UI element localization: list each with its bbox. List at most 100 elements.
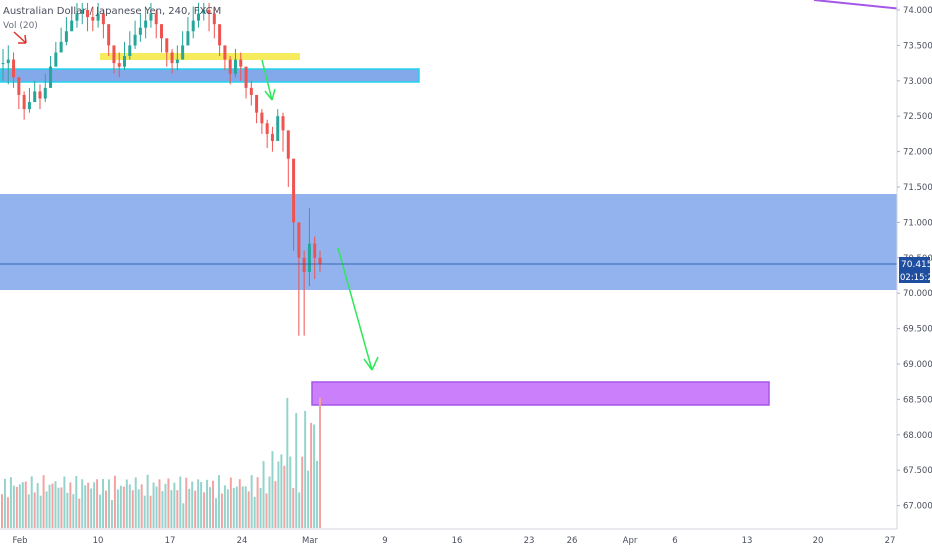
volume-bar [45,491,48,528]
price-tick-label: 73.500 [903,41,932,51]
volume-bar [209,487,212,528]
candle-body [1,63,5,65]
time-tick-label: 13 [742,536,753,546]
volume-bar [116,489,119,528]
volume-bar [72,494,75,528]
volume-bar [33,492,36,528]
volume-bar [197,479,200,528]
candle-body [281,116,285,131]
price-tick-label: 67.000 [903,502,932,512]
volume-bar [235,486,238,528]
green-arrow-large[interactable] [337,247,379,371]
countdown-badge-bg [899,270,930,283]
volume-bar [265,493,268,528]
volume-bar [6,497,9,528]
volume-bar [271,451,274,528]
volume-bar [66,492,69,528]
candle-body [255,94,259,113]
volume-bar [51,483,54,528]
candle-body [265,123,269,134]
candle-body [175,59,179,64]
volume-bar [42,475,45,528]
volume-bar [102,478,105,528]
candle-body [112,45,116,64]
volume-study-label: Vol (20) [3,21,38,31]
volume-bar [105,490,107,528]
candle-body [170,52,174,64]
time-axis-panel[interactable] [0,529,932,550]
candle-body [207,10,211,14]
green-arrow-small[interactable] [261,59,276,101]
volume-bar [301,456,304,528]
candle-body [307,243,311,272]
volume-bar [48,484,51,528]
candle-body [249,87,253,95]
time-tick-label: 16 [452,536,463,546]
candle-body [297,222,301,258]
candle-body [149,13,153,21]
candle-body [270,133,274,141]
volume-bar [96,479,99,528]
candle-body [302,257,306,272]
volume-bar [185,477,188,528]
time-tick-label: 27 [885,536,896,546]
price-tick-label: 69.000 [903,360,932,370]
time-tick-label: 6 [672,536,677,546]
support-resistance-zone-lower[interactable] [0,194,897,290]
volume-bar [194,490,197,528]
candle-body [196,13,200,21]
candle-body [17,77,21,95]
volume-bar [176,490,179,528]
candle-body [43,87,47,99]
volume-bar [268,476,271,528]
volume-bar [232,487,235,528]
volume-bar [93,482,96,528]
volume-bar [164,483,167,528]
countdown-label: 02:15:20 [900,273,932,283]
volume-bar [57,487,60,528]
time-tick-label: Mar [302,536,319,546]
volume-bar [15,486,18,528]
volume-bar [99,494,102,528]
volume-bar [292,488,295,528]
volume-bar [229,477,232,528]
price-tick-label: 71.500 [903,183,932,193]
volume-bar [84,485,87,528]
candles-layer [1,2,322,336]
target-zone-purple[interactable] [311,381,770,406]
candle-body [49,66,53,88]
volume-bar [21,482,24,528]
candle-body [91,17,95,21]
volume-bar [238,479,241,528]
volume-bar [161,491,164,528]
time-tick-label: 24 [237,536,248,546]
volume-bar [158,479,161,528]
candle-body [223,45,227,60]
red-arrow-drawing[interactable] [13,31,27,44]
time-tick-label: 17 [165,536,176,546]
time-tick-label: Feb [12,536,27,546]
volume-bar [143,495,146,528]
volume-bar [277,461,280,528]
support-resistance-zone-upper[interactable] [0,68,420,83]
yellow-zone[interactable] [100,53,300,60]
candle-body [244,66,248,88]
candle-body [38,91,42,99]
volume-bar [87,482,90,528]
time-tick-label: 23 [524,536,535,546]
volume-bar [283,465,286,528]
volume-bar [253,496,256,528]
candle-body [27,102,31,110]
candle-body [96,13,100,21]
candle-body [22,94,26,110]
volume-bar [75,476,78,528]
last-price-badge-bg [899,257,930,270]
candle-body [313,243,317,258]
candle-body [286,130,290,159]
candle-body [12,59,16,78]
volume-bar [262,461,265,528]
last-price-label: 70.415 [901,260,932,270]
volume-bar [3,478,6,528]
